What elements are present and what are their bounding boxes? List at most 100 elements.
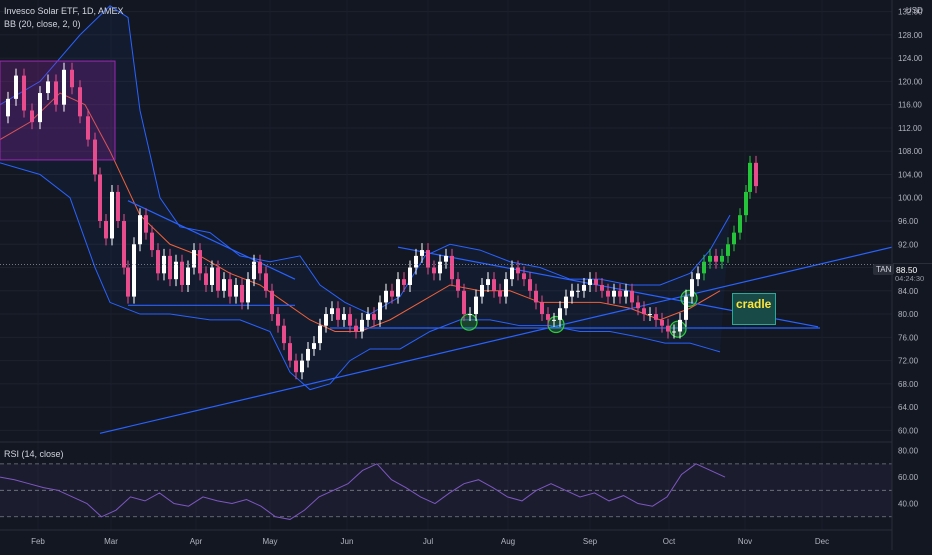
candle-body xyxy=(618,290,622,297)
candle-body xyxy=(354,325,358,332)
candle-body xyxy=(396,279,400,297)
candle-body xyxy=(636,302,640,309)
candle-body xyxy=(144,215,148,233)
candle-body xyxy=(162,255,166,274)
candle-body xyxy=(474,296,478,315)
price-tick-label: 84.00 xyxy=(898,287,919,296)
candle-body xyxy=(240,284,244,303)
candle-body xyxy=(270,290,274,315)
bb-label: BB (20, close, 2, 0) xyxy=(4,19,81,29)
candle-body xyxy=(300,360,304,373)
candle-body xyxy=(402,279,406,285)
candle-body xyxy=(726,244,730,256)
candle-body xyxy=(744,191,748,216)
candle-body xyxy=(246,279,250,303)
candle-body xyxy=(600,284,604,291)
candle-body xyxy=(480,284,484,297)
bb-legend[interactable]: BB (20, close, 2, 0) xyxy=(4,19,83,29)
time-tick-label: Jun xyxy=(341,537,354,546)
candle-body xyxy=(714,255,718,262)
candle-body xyxy=(348,314,352,326)
candle-body xyxy=(594,279,598,285)
price-tick-label: 96.00 xyxy=(898,217,919,226)
candle-body xyxy=(666,325,670,332)
candle-body xyxy=(210,267,214,285)
candle-body xyxy=(426,250,430,268)
price-tick-label: 104.00 xyxy=(898,170,923,179)
time-axis[interactable]: Feb Mar Apr May Jun Jul Aug Sep Oct Nov Dec xyxy=(31,537,829,546)
candle-body xyxy=(528,279,532,291)
time-tick-label: Feb xyxy=(31,537,45,546)
candle-body xyxy=(660,319,664,326)
cradle-annotation-box[interactable]: cradle xyxy=(732,293,776,325)
candle-body xyxy=(450,255,454,280)
time-tick-label: Apr xyxy=(190,537,203,546)
price-tick-label: 108.00 xyxy=(898,147,923,156)
countdown-label: 04:24:30 xyxy=(893,274,932,283)
candle-body xyxy=(86,116,90,140)
candle-body xyxy=(492,279,496,291)
price-tick-label: 132.00 xyxy=(898,8,923,17)
time-tick-label: May xyxy=(262,537,277,546)
symbol-legend[interactable]: Invesco Solar ETF, 1D, AMEX xyxy=(4,6,126,16)
candle-body xyxy=(276,314,280,326)
rsi-label: RSI (14, close) xyxy=(4,449,64,459)
candle-body xyxy=(738,215,742,233)
price-tick-label: 60.00 xyxy=(898,426,919,435)
candle-body xyxy=(684,296,688,320)
candle-body xyxy=(306,348,310,361)
candle-body xyxy=(570,290,574,297)
candle-body xyxy=(522,273,526,280)
candle-body xyxy=(116,191,120,221)
candle-body xyxy=(582,284,586,291)
candle-body xyxy=(98,174,102,221)
candle-body xyxy=(78,87,82,117)
candle-body xyxy=(192,250,196,268)
candle-body xyxy=(420,250,424,256)
candle-body xyxy=(222,279,226,291)
candle-body xyxy=(330,308,334,315)
rsi-legend[interactable]: RSI (14, close) xyxy=(4,449,66,459)
candle-body xyxy=(122,221,126,268)
time-tick-label: Dec xyxy=(815,537,829,546)
swing-circle-marker[interactable] xyxy=(460,313,478,331)
candle-body xyxy=(228,279,232,297)
early-descending-trendline[interactable] xyxy=(127,200,296,280)
price-axis[interactable]: 132.00 128.00 124.00 120.00 116.00 112.00 108.… xyxy=(891,0,923,550)
candle-body xyxy=(70,69,74,88)
drawings[interactable] xyxy=(0,60,893,434)
candle-body xyxy=(174,261,178,280)
candle-body xyxy=(360,319,364,332)
candle-body xyxy=(748,162,752,192)
candle-body xyxy=(186,267,190,285)
candle-body xyxy=(264,273,268,291)
candle-body xyxy=(510,267,514,280)
candle-body xyxy=(642,308,646,315)
candle-body xyxy=(486,279,490,285)
candle-body xyxy=(342,314,346,320)
time-tick-label: Nov xyxy=(738,537,752,546)
ticker-tag: TAN xyxy=(873,264,895,275)
rsi-line xyxy=(0,463,726,520)
candle-body xyxy=(258,261,262,274)
candle-body xyxy=(150,232,154,251)
candle-body xyxy=(204,273,208,285)
candle-body xyxy=(588,279,592,285)
rising-trendline[interactable] xyxy=(99,246,893,434)
candle-body xyxy=(702,261,706,274)
swing-circle-marker[interactable] xyxy=(680,289,698,307)
time-tick-label: Mar xyxy=(104,537,118,546)
candle-body xyxy=(624,290,628,297)
candles xyxy=(0,62,892,380)
candle-body xyxy=(384,290,388,303)
candle-body xyxy=(372,314,376,320)
candle-body xyxy=(708,255,712,262)
candle-body xyxy=(14,75,18,99)
candle-body xyxy=(378,302,382,320)
rsi-tick-label: 40.00 xyxy=(898,500,919,509)
candle-body xyxy=(22,75,26,111)
candle-body xyxy=(576,290,580,292)
bb-fill xyxy=(0,5,730,390)
